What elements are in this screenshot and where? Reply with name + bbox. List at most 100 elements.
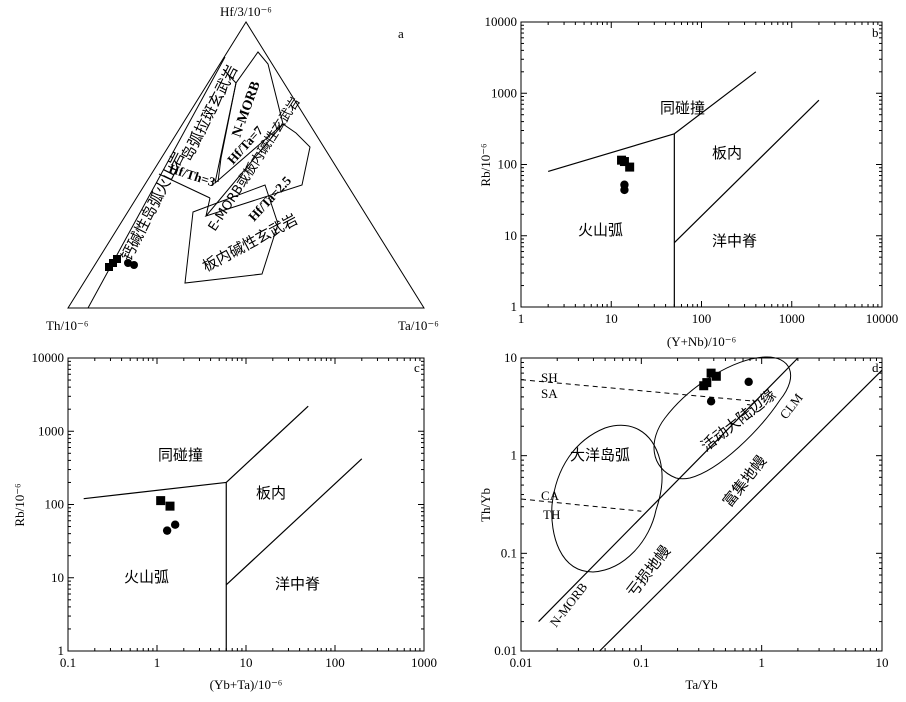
x-tick-label: 0.1 — [633, 655, 649, 670]
field-label: 同碰撞 — [660, 99, 705, 117]
sample-circle — [130, 261, 138, 269]
panel-letter: a — [398, 26, 404, 41]
y-tick-label: 1 — [58, 643, 65, 658]
field-boundary — [547, 133, 675, 172]
x-axis-label: (Yb+Ta)/10⁻⁶ — [210, 677, 283, 692]
field-label: 洋中脊 — [712, 232, 757, 250]
x-tick-label: 10 — [876, 655, 889, 670]
y-axis-label: Rb/10⁻⁶ — [12, 483, 27, 526]
field-boundary — [205, 197, 211, 217]
field-label: 大洋岛弧 — [570, 446, 630, 464]
y-tick-label: 1 — [511, 448, 518, 463]
y-tick-label: 10 — [504, 350, 517, 365]
sample-circle — [620, 185, 629, 195]
x-tick-label: 1000 — [779, 311, 805, 326]
field-nmorb — [214, 51, 284, 185]
y-tick-label: 0.01 — [494, 643, 517, 658]
field-label: SH — [541, 370, 558, 385]
field-active-margin — [653, 356, 792, 480]
field-oceanic-arc — [551, 424, 663, 573]
field-label: CLM — [777, 390, 806, 422]
x-tick-label: 10 — [605, 311, 618, 326]
y-tick-label: 100 — [45, 497, 65, 512]
panel-a-text: Hf/3/10⁻⁶ Th/10⁻⁶ Ta/10⁻⁶ a 岛弧拉斑玄武岩 N-MO… — [46, 4, 439, 333]
field-boundary — [158, 173, 211, 199]
plot-frame — [520, 357, 883, 652]
x-axis-label: Ta/Yb — [685, 677, 717, 692]
field-label: 洋中脊 — [275, 575, 320, 593]
field-label: 富集地幔 — [719, 452, 770, 510]
sample-circle — [744, 377, 753, 387]
field-boundary — [225, 458, 363, 586]
field-boundary — [673, 71, 757, 135]
panel-letter: c — [414, 360, 420, 375]
panel-a-samples — [105, 255, 138, 271]
sample-square — [711, 371, 721, 381]
field-boundary — [599, 369, 883, 652]
y-tick-label: 100 — [498, 157, 518, 172]
y-tick-label: 1 — [511, 299, 518, 314]
field-emorb — [204, 123, 311, 218]
x-tick-label: 10 — [240, 655, 253, 670]
panel-letter: b — [872, 25, 879, 40]
sample-circle — [170, 520, 180, 529]
field-label: SA — [541, 386, 558, 401]
y-tick-label: 1000 — [491, 85, 517, 100]
ternary-frame — [67, 21, 425, 309]
y-tick-label: 10 — [51, 570, 64, 585]
x-axis-label: (Y+Nb)/10⁻⁶ — [667, 334, 736, 349]
dashed-divider — [520, 498, 642, 512]
y-tick-label: 0.1 — [501, 545, 517, 560]
x-tick-label: 100 — [692, 311, 712, 326]
field-label: N-MORB — [547, 579, 591, 629]
sample-square — [619, 157, 629, 167]
y-axis-label: Rb/10⁻⁶ — [478, 143, 493, 186]
panel-letter: d — [872, 360, 879, 375]
field-boundary — [673, 99, 820, 244]
apex-label-left: Th/10⁻⁶ — [46, 318, 88, 333]
field-label: CA — [541, 488, 560, 503]
x-tick-label: 100 — [325, 655, 345, 670]
plot-frame — [520, 21, 883, 308]
apex-label-top: Hf/3/10⁻⁶ — [220, 4, 272, 19]
field-boundary — [83, 481, 227, 500]
field-label: 同碰撞 — [158, 446, 203, 464]
x-tick-label: 1 — [154, 655, 161, 670]
sample-square — [113, 255, 121, 263]
field-label: 火山弧 — [124, 568, 169, 586]
x-tick-label: 0.1 — [60, 655, 76, 670]
sample-circle — [706, 397, 716, 406]
field-label: 板内 — [712, 144, 742, 162]
field-label: 亏损地幔 — [623, 542, 674, 600]
field-boundary — [538, 357, 799, 623]
x-tick-label: 1 — [758, 655, 765, 670]
sample-square — [706, 368, 716, 378]
apex-label-right: Ta/10⁻⁶ — [398, 318, 439, 333]
sample-circle — [162, 526, 172, 535]
y-tick-label: 10000 — [485, 14, 518, 29]
sample-square — [625, 162, 635, 172]
field-wpa — [184, 184, 279, 284]
field-label: 火山弧 — [578, 221, 623, 239]
y-tick-label: 1000 — [38, 423, 64, 438]
x-tick-label: 10000 — [866, 311, 899, 326]
field-boundary — [225, 405, 309, 483]
panel-c-plot: 0.1 1 10 100 1000110100100010000(Yb+Ta)/10⁻⁶… — [12, 350, 437, 692]
y-axis-label: Th/Yb — [478, 488, 493, 522]
x-tick-label: 0.01 — [510, 655, 533, 670]
sample-square — [702, 378, 712, 388]
plot-frame — [67, 357, 425, 652]
sample-square — [165, 501, 175, 511]
field-label: TH — [543, 507, 560, 522]
x-tick-label: 1000 — [411, 655, 437, 670]
dashed-divider — [520, 379, 757, 402]
sample-square — [156, 496, 166, 506]
field-label: 板内 — [256, 484, 286, 502]
panel-b-plot: 1 10 100 1000 10000 1 10 100 1000 10000 (Y+Nb)/10⁻… — [478, 14, 898, 349]
y-tick-label: 10 — [504, 228, 517, 243]
field-label: 钙碱性岛弧火山岩 — [118, 149, 189, 264]
y-tick-label: 10000 — [32, 350, 65, 365]
x-tick-label: 1 — [518, 311, 525, 326]
